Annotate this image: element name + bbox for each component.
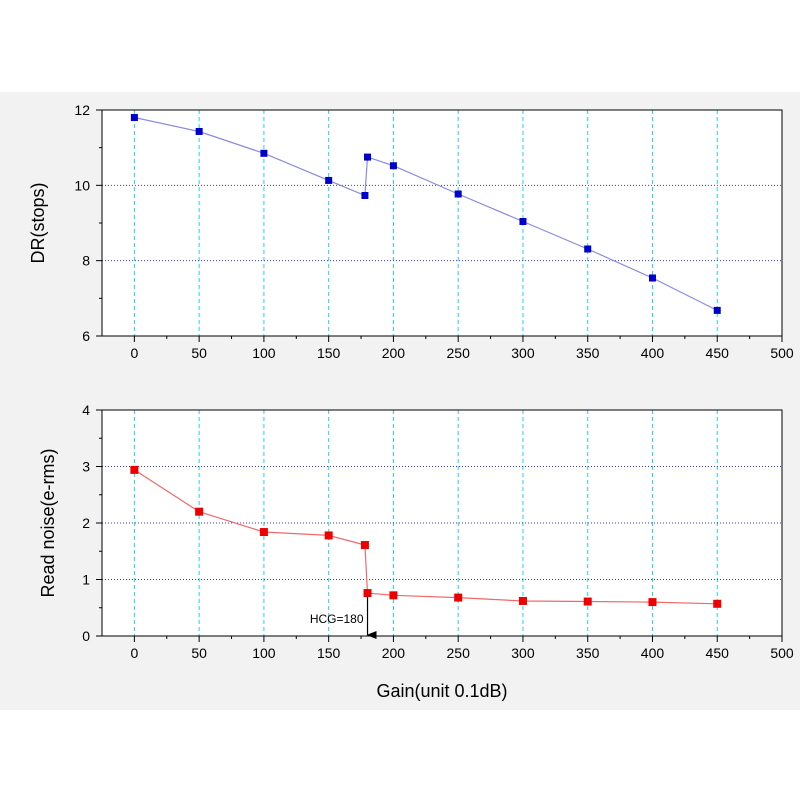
- hcg-annotation-label: HCG=180: [310, 612, 364, 626]
- rn-x-tick-label: 450: [706, 645, 730, 661]
- rn-y-tick-label: 1: [82, 572, 90, 588]
- dr-chart: 0 50 100 150 200 250 300 350 400 450 500 6 8 10 12 DR…: [28, 102, 794, 361]
- dr-data-point: [361, 192, 369, 200]
- dr-markers: [130, 114, 721, 314]
- x-axis-label: Gain(unit 0.1dB): [376, 681, 507, 701]
- dr-x-tick-label: 200: [382, 345, 406, 361]
- rn-data-point: [454, 593, 463, 602]
- rn-data-point: [195, 507, 204, 516]
- dr-data-point: [454, 190, 462, 198]
- dr-x-tick-label: 300: [511, 345, 535, 361]
- dr-x-tick-label: 50: [191, 345, 207, 361]
- rn-y-axis-label: Read noise(e-rms): [38, 448, 58, 597]
- rn-y-tick-label: 4: [82, 402, 90, 418]
- dr-y-tick-label: 8: [82, 253, 90, 269]
- dr-x-tick-label: 450: [706, 345, 730, 361]
- rn-x-ticks: 0 50 100 150 200 250 300 350 400 450 500: [130, 636, 794, 661]
- dr-data-point: [364, 153, 372, 161]
- rn-x-tick-label: 250: [447, 645, 471, 661]
- figure: 0 50 100 150 200 250 300 350 400 450 500 6 8 10 12 DR…: [0, 92, 800, 710]
- dr-x-tick-label: 250: [447, 345, 471, 361]
- rn-y-ticks: 0 1 2 3 4: [82, 402, 102, 644]
- rn-y-tick-label: 2: [82, 515, 90, 531]
- dr-data-point: [389, 162, 397, 170]
- rn-data-point: [324, 531, 333, 540]
- rn-data-point: [360, 541, 369, 550]
- dr-data-point: [130, 114, 138, 122]
- dr-data-point: [260, 149, 268, 157]
- dr-y-axis-label: DR(stops): [28, 182, 48, 263]
- rn-x-tick-label: 300: [511, 645, 535, 661]
- dr-y-ticks: 6 8 10 12: [74, 102, 102, 344]
- dr-data-point: [195, 127, 203, 135]
- rn-data-point: [363, 589, 372, 598]
- rn-data-point: [389, 591, 398, 600]
- dr-x-ticks: 0 50 100 150 200 250 300 350 400 450 500: [130, 336, 794, 361]
- rn-x-tick-label: 350: [576, 645, 600, 661]
- rn-x-tick-label: 0: [130, 645, 138, 661]
- rn-data-point: [518, 596, 527, 605]
- dr-data-point: [648, 274, 656, 282]
- rn-y-tick-label: 3: [82, 459, 90, 475]
- dr-data-point: [519, 217, 527, 225]
- dr-x-tick-label: 350: [576, 345, 600, 361]
- dr-data-point: [584, 245, 592, 253]
- rn-chart: 0 50 100 150 200 250 300 350 400 450 500 0 1 2 3 4 Rea…: [38, 402, 794, 701]
- dr-y-tick-label: 10: [74, 177, 90, 193]
- rn-data-point: [583, 597, 592, 606]
- dr-x-tick-label: 500: [770, 345, 794, 361]
- dr-series-line: [134, 116, 718, 311]
- rn-data-point: [648, 598, 657, 607]
- dr-y-tick-label: 12: [74, 102, 90, 118]
- hcg-annotation: HCG=180: [310, 597, 377, 639]
- rn-x-tick-label: 150: [317, 645, 341, 661]
- rn-x-tick-label: 50: [191, 645, 207, 661]
- rn-x-tick-label: 400: [641, 645, 665, 661]
- dr-plot-area: [102, 110, 782, 336]
- dr-x-tick-label: 150: [317, 345, 341, 361]
- rn-y-tick-label: 0: [82, 628, 90, 644]
- dr-x-tick-label: 100: [252, 345, 276, 361]
- rn-markers: [130, 465, 722, 608]
- rn-x-tick-label: 500: [770, 645, 794, 661]
- dr-data-point: [713, 306, 721, 314]
- rn-series-polyline: [134, 469, 718, 605]
- rn-x-tick-label: 100: [252, 645, 276, 661]
- rn-series-line: [134, 469, 718, 605]
- dr-series-polyline: [134, 116, 718, 311]
- dr-data-point: [325, 176, 333, 184]
- rn-data-point: [259, 528, 268, 537]
- rn-data-point: [713, 599, 722, 608]
- rn-x-tick-label: 200: [382, 645, 406, 661]
- dr-x-tick-label: 0: [130, 345, 138, 361]
- rn-data-point: [130, 465, 139, 474]
- rn-grid: [102, 410, 782, 636]
- dr-y-tick-label: 6: [82, 328, 90, 344]
- dr-x-tick-label: 400: [641, 345, 665, 361]
